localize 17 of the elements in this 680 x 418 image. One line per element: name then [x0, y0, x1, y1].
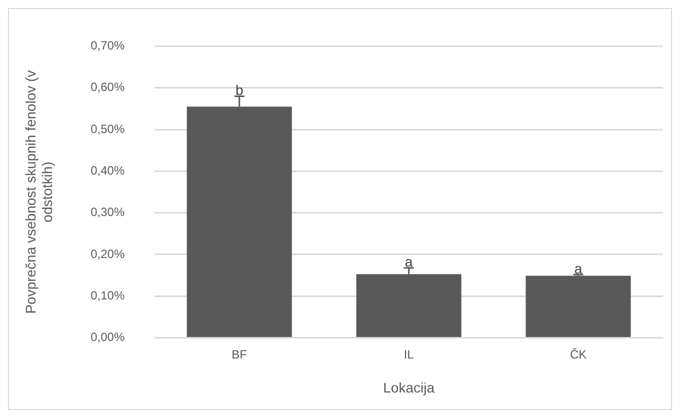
y-tick-label: 0,40%	[90, 163, 125, 178]
bar	[526, 276, 631, 338]
x-tick-label: IL	[404, 347, 414, 362]
y-tick-label: 0,70%	[90, 38, 125, 53]
x-axis-title: Lokacija	[383, 379, 435, 396]
annotation: a	[404, 254, 413, 270]
y-tick-label: 0,50%	[90, 122, 125, 136]
x-tick-label: ČK	[570, 347, 587, 362]
y-tick-label: 0,00%	[90, 330, 125, 344]
annotation: b	[235, 82, 244, 98]
y-tick-label: 0,10%	[90, 288, 125, 302]
y-axis-title: Povprečna vsebnost skupnih fenolov (v odstotkih)	[22, 70, 56, 314]
y-tick-label: 0,30%	[90, 205, 125, 220]
annotation: a	[574, 260, 582, 276]
x-tick-label: BF	[232, 347, 248, 362]
y-tick-label: 0,20%	[90, 246, 125, 261]
y-tick-label: 0,60%	[90, 80, 125, 94]
